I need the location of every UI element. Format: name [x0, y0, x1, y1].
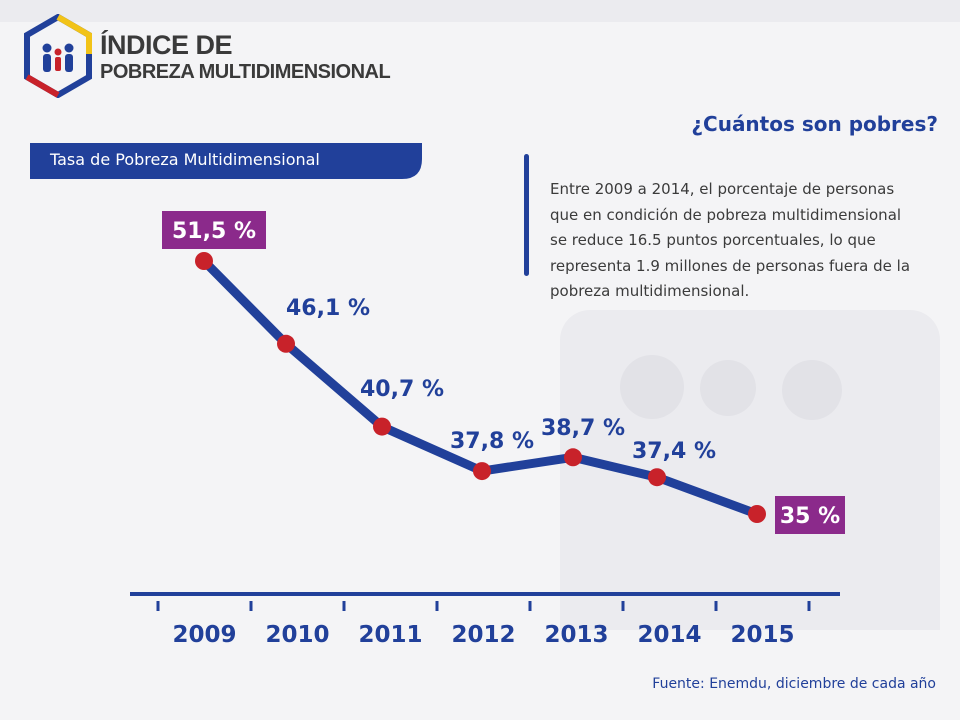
- data-label-box: [162, 211, 266, 249]
- data-point: [473, 462, 491, 481]
- background-shape: [700, 360, 756, 416]
- background-shape: [620, 355, 684, 419]
- background-shape: [782, 360, 842, 420]
- x-tick-label: 2014: [637, 622, 701, 648]
- description-text: Entre 2009 a 2014, el porcentaje de pers…: [550, 180, 911, 300]
- data-label-box: [775, 496, 845, 534]
- data-label: 37,4 %: [632, 439, 716, 464]
- data-point: [195, 252, 213, 270]
- x-tick-label: 2013: [544, 622, 608, 648]
- x-tick-label: 2010: [265, 622, 329, 648]
- logo-subtitle: POBREZA MULTIDIMENSIONAL: [100, 61, 391, 83]
- background-shape: [0, 0, 960, 22]
- source-note: Fuente: Enemdu, diciembre de cada año: [652, 676, 936, 692]
- data-point: [277, 334, 295, 353]
- data-label: 37,8 %: [450, 429, 534, 454]
- x-tick-label: 2015: [730, 622, 794, 648]
- data-label: 38,7 %: [541, 416, 625, 441]
- logo-title: ÍNDICE DE: [100, 30, 233, 60]
- subtitle-banner: [30, 143, 422, 179]
- data-label: 51,5 %: [172, 219, 256, 244]
- data-point: [648, 468, 666, 487]
- data-point: [748, 505, 766, 523]
- x-tick-label: 2009: [172, 622, 236, 648]
- data-point: [564, 448, 582, 467]
- chart-subtitle: Tasa de Pobreza Multidimensional: [50, 150, 320, 169]
- x-tick-label: 2011: [358, 622, 422, 648]
- data-label: 46,1 %: [286, 296, 370, 321]
- logo-icon: [24, 14, 92, 98]
- divider-line: [524, 154, 529, 276]
- data-label: 35 %: [780, 504, 840, 529]
- data-label: 40,7 %: [360, 377, 444, 402]
- data-labels: 51,5 % 46,1 % 40,7 % 37,8 % 38,7 % 37,4 % 35 %: [162, 211, 845, 534]
- x-tick-label: 2012: [451, 622, 515, 648]
- data-point: [373, 417, 391, 436]
- data-markers: [195, 252, 766, 523]
- x-axis: 2009 2010 2011 2012 2013 2014 2015: [130, 592, 840, 648]
- section-question: ¿Cuántos son pobres?: [691, 112, 938, 136]
